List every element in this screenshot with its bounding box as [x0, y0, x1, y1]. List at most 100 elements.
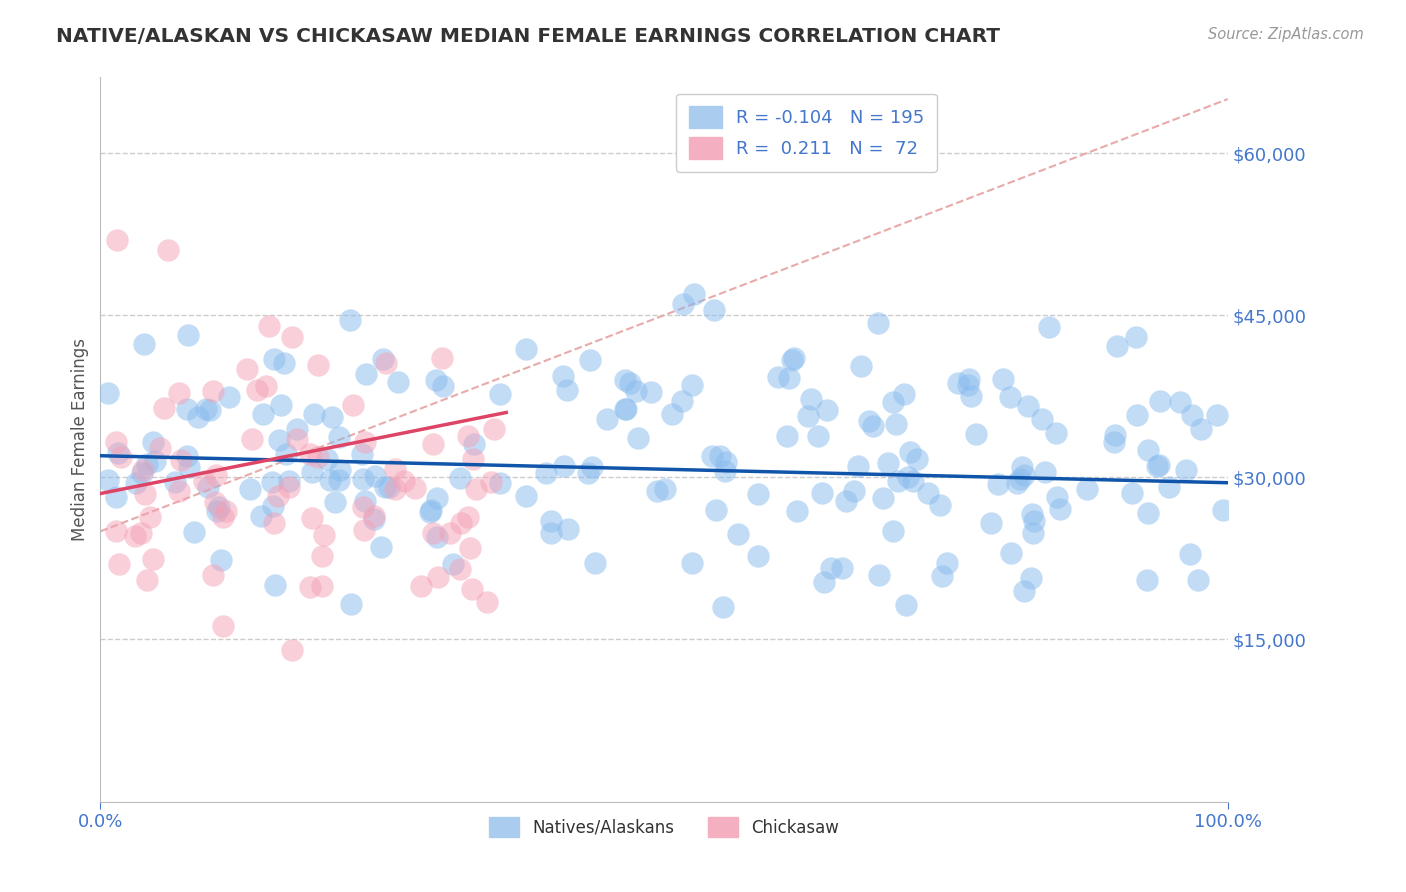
Point [311, 549, 333, 563]
Point [1076, 482, 1098, 496]
Point [105, 490, 128, 504]
Point [489, 386, 512, 401]
Point [328, 473, 350, 487]
Point [714, 455, 737, 469]
Point [315, 451, 337, 466]
Point [270, 398, 292, 412]
Point [197, 480, 219, 494]
Point [301, 465, 323, 479]
Point [800, 392, 823, 406]
Point [846, 458, 869, 473]
Point [1038, 319, 1060, 334]
Point [980, 516, 1002, 531]
Point [703, 302, 725, 317]
Point [218, 390, 240, 404]
Point [1007, 475, 1029, 490]
Point [1181, 408, 1204, 422]
Point [624, 384, 647, 399]
Point [786, 504, 808, 518]
Point [202, 384, 225, 398]
Point [835, 494, 858, 508]
Point [363, 512, 385, 526]
Point [354, 494, 377, 508]
Point [384, 482, 406, 496]
Point [1136, 506, 1159, 520]
Point [176, 402, 198, 417]
Point [877, 456, 900, 470]
Text: NATIVE/ALASKAN VS CHICKASAW MEDIAN FEMALE EARNINGS CORRELATION CHART: NATIVE/ALASKAN VS CHICKASAW MEDIAN FEMAL… [56, 27, 1000, 45]
Point [105, 233, 128, 247]
Point [842, 483, 865, 498]
Point [928, 498, 950, 512]
Point [866, 317, 889, 331]
Point [378, 480, 401, 494]
Point [422, 526, 444, 541]
Point [273, 356, 295, 370]
Point [896, 598, 918, 612]
Point [167, 483, 190, 498]
Point [131, 466, 153, 480]
Point [259, 318, 281, 333]
Point [136, 573, 159, 587]
Point [619, 376, 641, 391]
Point [1121, 486, 1143, 500]
Point [353, 524, 375, 538]
Point [1011, 460, 1033, 475]
Point [858, 414, 880, 428]
Point [263, 351, 285, 366]
Point [671, 394, 693, 409]
Point [211, 509, 233, 524]
Point [339, 313, 361, 327]
Point [285, 432, 308, 446]
Point [1049, 502, 1071, 516]
Point [450, 516, 472, 531]
Point [145, 454, 167, 468]
Point [948, 376, 970, 390]
Point [384, 461, 406, 475]
Point [260, 475, 283, 490]
Point [212, 619, 235, 633]
Point [321, 410, 343, 425]
Point [965, 426, 987, 441]
Point [370, 541, 392, 555]
Point [540, 514, 562, 528]
Point [1189, 422, 1212, 436]
Point [419, 505, 441, 519]
Point [576, 467, 599, 481]
Point [534, 467, 557, 481]
Point [193, 474, 215, 488]
Point [426, 491, 449, 505]
Point [815, 402, 838, 417]
Point [419, 503, 441, 517]
Point [465, 482, 488, 496]
Point [165, 475, 187, 489]
Point [1012, 583, 1035, 598]
Point [281, 330, 304, 344]
Point [931, 568, 953, 582]
Point [581, 459, 603, 474]
Point [1033, 465, 1056, 479]
Point [374, 480, 396, 494]
Point [281, 643, 304, 657]
Point [884, 417, 907, 432]
Point [1136, 573, 1159, 587]
Point [105, 524, 128, 539]
Point [647, 484, 669, 499]
Point [654, 482, 676, 496]
Point [1012, 467, 1035, 482]
Point [901, 474, 924, 488]
Point [374, 355, 396, 369]
Point [727, 527, 749, 541]
Point [441, 558, 464, 572]
Point [240, 432, 263, 446]
Point [813, 574, 835, 589]
Point [1022, 514, 1045, 528]
Point [307, 450, 329, 464]
Point [614, 402, 637, 417]
Point [1149, 393, 1171, 408]
Point [807, 429, 830, 443]
Point [449, 562, 471, 576]
Point [167, 385, 190, 400]
Point [1021, 507, 1043, 521]
Point [187, 410, 209, 425]
